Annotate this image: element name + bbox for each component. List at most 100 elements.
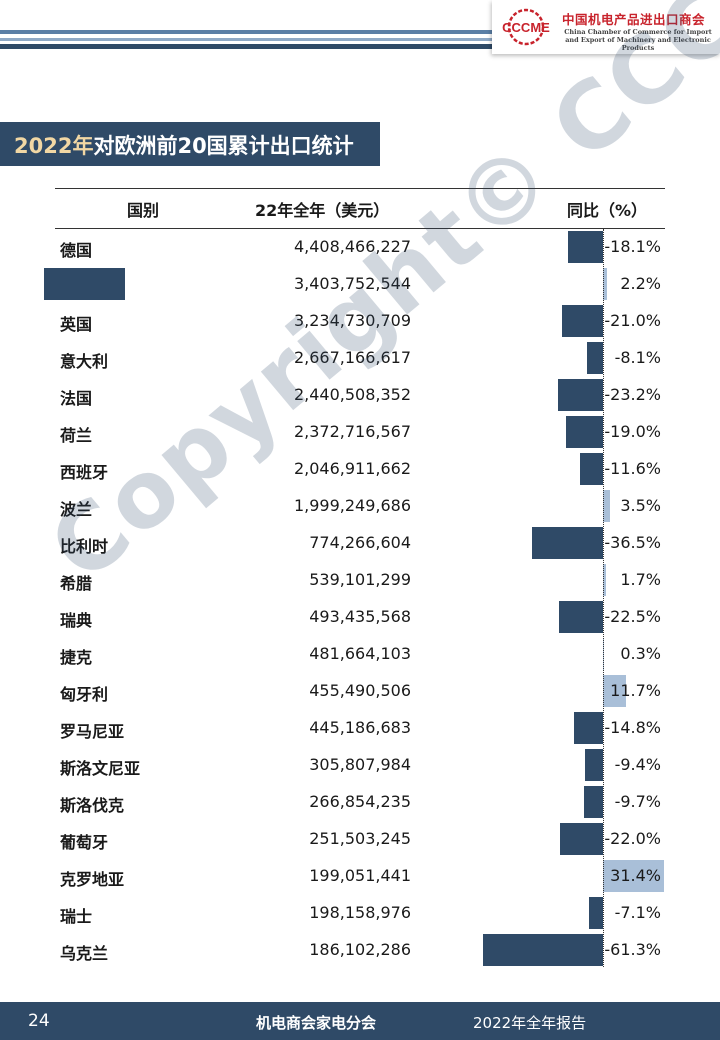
page-title-rest: 对欧洲前20国累计出口统计: [93, 134, 354, 158]
cell-yoy: -36.5%: [604, 533, 661, 552]
cell-country: 捷克: [60, 648, 93, 667]
yoy-bar: [559, 601, 603, 633]
cell-country: 瑞典: [60, 611, 93, 630]
cell-yoy: -11.6%: [604, 459, 661, 478]
cell-country: 西班牙: [60, 463, 109, 482]
yoy-bar: [603, 860, 665, 892]
cell-country: 瑞士: [60, 907, 93, 926]
cell-yoy: -8.1%: [614, 348, 661, 367]
cell-value: 481,664,103: [309, 644, 411, 663]
cell-value: 266,854,235: [309, 792, 411, 811]
table-row: 斯洛文尼亚 305,807,984 -9.4%: [55, 747, 665, 784]
table-row: 瑞士 198,158,976 -7.1%: [55, 895, 665, 932]
cell-country: 比利时: [60, 537, 109, 556]
cell-yoy: -19.0%: [604, 422, 661, 441]
cell-yoy: -23.2%: [604, 385, 661, 404]
yoy-bar: [560, 823, 603, 855]
table-header-rule: [55, 228, 665, 229]
table-row: 法国 2,440,508,352 -23.2%: [55, 377, 665, 414]
logo-mark-text: CCCME: [502, 20, 550, 35]
cell-country: 希腊: [60, 574, 93, 593]
cell-value: 198,158,976: [309, 903, 411, 922]
table-row: 西班牙 2,046,911,662 -11.6%: [55, 451, 665, 488]
cell-value: 445,186,683: [309, 718, 411, 737]
yoy-bar: [567, 231, 603, 263]
table-row: 罗马尼亚 445,186,683 -14.8%: [55, 710, 665, 747]
cell-value: 2,667,166,617: [293, 348, 411, 367]
cell-value: 199,051,441: [309, 866, 411, 885]
cell-yoy: -9.7%: [614, 792, 661, 811]
header-yoy: 同比（%）: [567, 201, 648, 220]
table-row: 匈牙利 455,490,506 11.7%: [55, 673, 665, 710]
cell-value: 4,408,466,227: [293, 237, 411, 256]
cell-value: 305,807,984: [309, 755, 411, 774]
table-row: 乌克兰 186,102,286 -61.3%: [55, 932, 665, 969]
page-title: 2022年对欧洲前20国累计出口统计: [14, 130, 354, 160]
yoy-bar: [587, 342, 603, 374]
cell-country: 斯洛伐克: [60, 796, 125, 815]
yoy-bar: [483, 934, 603, 966]
cell-yoy: 1.7%: [620, 570, 661, 589]
yoy-bar: [603, 564, 607, 596]
header-rule-middle: [0, 38, 500, 41]
yoy-bar: [562, 305, 603, 337]
cell-value: 3,234,730,709: [293, 311, 411, 330]
table-row: 瑞典 493,435,568 -22.5%: [55, 599, 665, 636]
yoy-zero-axis: [603, 229, 604, 967]
yoy-bar: [557, 379, 603, 411]
cell-yoy: -22.0%: [604, 829, 661, 848]
cell-country: 意大利: [60, 352, 109, 371]
cell-value: 2,046,911,662: [293, 459, 411, 478]
cell-country: 匈牙利: [60, 685, 109, 704]
cell-yoy: -9.4%: [614, 755, 661, 774]
yoy-bar: [603, 490, 610, 522]
cell-country: 斯洛文尼亚: [60, 759, 141, 778]
table-row: 意大利 2,667,166,617 -8.1%: [55, 340, 665, 377]
cell-value: 251,503,245: [309, 829, 411, 848]
cell-country: 乌克兰: [60, 944, 109, 963]
logo-en-name: China Chamber of Commerce for Import and…: [560, 28, 716, 52]
table-row: 3,403,752,544 2.2%: [44, 266, 665, 303]
cell-value: 186,102,286: [309, 940, 411, 959]
cell-yoy: 0.3%: [620, 644, 661, 663]
cell-country: 葡萄牙: [60, 833, 109, 852]
table-row: 葡萄牙 251,503,245 -22.0%: [55, 821, 665, 858]
table-row: 波兰 1,999,249,686 3.5%: [55, 488, 665, 525]
cell-country: 克罗地亚: [60, 870, 125, 889]
table-row: 比利时 774,266,604 -36.5%: [55, 525, 665, 562]
cell-country: 英国: [60, 315, 93, 334]
table-row: 克罗地亚 199,051,441 31.4%: [55, 858, 665, 895]
page-number: 24: [28, 1011, 50, 1031]
cell-value: 455,490,506: [309, 681, 411, 700]
header-value: 22年全年（美元）: [255, 201, 390, 220]
cell-value: 774,266,604: [309, 533, 411, 552]
cell-value: 539,101,299: [309, 570, 411, 589]
yoy-bar: [589, 897, 603, 929]
cell-country: 波兰: [60, 500, 93, 519]
footer-org: 机电商会家电分会: [256, 1014, 377, 1032]
cell-yoy: -14.8%: [604, 718, 661, 737]
yoy-bar: [580, 453, 603, 485]
table-row: 希腊 539,101,299 1.7%: [55, 562, 665, 599]
header-rule-top: [0, 30, 500, 34]
header-rule-bottom: [0, 44, 500, 49]
footer: 24 机电商会家电分会 2022年全年报告: [0, 1002, 720, 1040]
cell-yoy: 2.2%: [620, 274, 661, 293]
cell-value: 2,440,508,352: [293, 385, 411, 404]
cell-value: 3,403,752,544: [293, 274, 411, 293]
table-row: 捷克 481,664,103 0.3%: [55, 636, 665, 673]
cell-yoy: -21.0%: [604, 311, 661, 330]
cell-country: 罗马尼亚: [60, 722, 125, 741]
yoy-bar: [565, 416, 603, 448]
cell-country: 荷兰: [60, 426, 93, 445]
table-top-rule: [55, 188, 665, 189]
yoy-bar: [574, 712, 603, 744]
header-country: 国别: [127, 201, 160, 220]
cell-yoy: -7.1%: [614, 903, 661, 922]
logo-en-line-1: China Chamber of Commerce for Import: [564, 28, 712, 36]
page-title-year: 2022年: [14, 134, 94, 158]
cell-yoy: -22.5%: [604, 607, 661, 626]
footer-report: 2022年全年报告: [473, 1014, 587, 1032]
yoy-bar: [531, 527, 603, 559]
cell-value: 493,435,568: [309, 607, 411, 626]
